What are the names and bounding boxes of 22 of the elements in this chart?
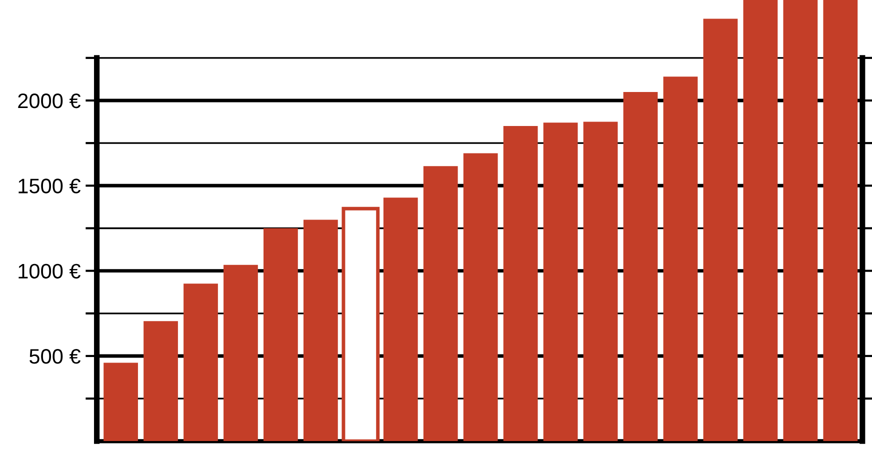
- bar: [104, 362, 138, 442]
- bar: [144, 321, 178, 442]
- y-tick-label: 500 €: [30, 348, 81, 364]
- bar: [703, 18, 738, 442]
- bar: [463, 153, 498, 442]
- bar: [543, 122, 578, 442]
- bar: [264, 228, 298, 442]
- bar: [663, 76, 698, 442]
- y-tick-label: 2000 €: [18, 93, 81, 108]
- bar: [503, 126, 538, 442]
- bar: [184, 284, 218, 442]
- bar: [224, 264, 258, 442]
- bar: [623, 92, 658, 442]
- bar: [823, 0, 858, 442]
- bar: [743, 0, 778, 442]
- bar: [303, 220, 338, 442]
- bar: [383, 198, 418, 442]
- bar: [423, 166, 458, 442]
- bar: [583, 122, 618, 442]
- y-tick-label: 1500 €: [18, 178, 81, 194]
- y-tick-label: 1000 €: [18, 264, 81, 279]
- bar: [783, 0, 818, 442]
